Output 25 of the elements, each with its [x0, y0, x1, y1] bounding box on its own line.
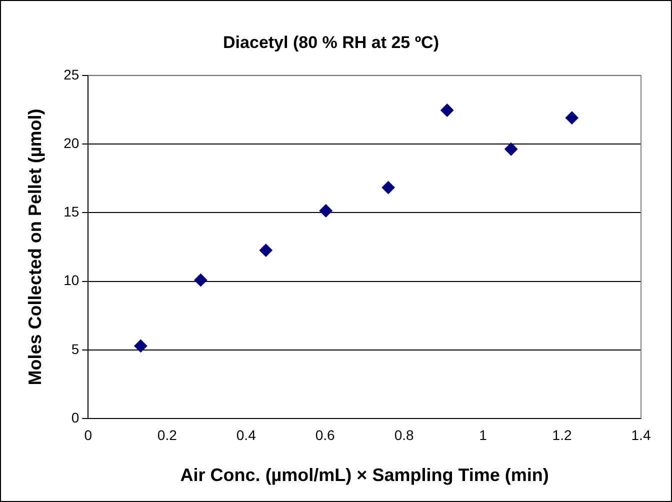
x-tick-label: 1	[479, 426, 488, 443]
x-tick-label: 1.2	[552, 426, 572, 443]
chart-title: Diacetyl (80 % RH at 25 ºC)	[223, 32, 439, 52]
x-axis-title: Air Conc. (µmol/mL) × Sampling Time (min)	[180, 465, 549, 486]
point	[565, 111, 578, 124]
x-tick-label: 0.8	[394, 426, 414, 443]
point	[504, 142, 518, 156]
point	[319, 204, 332, 218]
y-tick-label: 0	[71, 409, 80, 426]
y-tick-label: 5	[71, 340, 80, 357]
y-tick-label: 15	[64, 204, 80, 220]
x-tick-label: 1.4	[631, 426, 651, 443]
x-tick-label: 0.6	[315, 426, 336, 443]
y-tick-label: 20	[64, 134, 80, 151]
point	[382, 181, 395, 194]
point	[440, 104, 454, 117]
x-tick-label: 0	[84, 426, 92, 443]
point	[194, 274, 208, 287]
point	[134, 339, 148, 352]
y-axis-title: Moles Collected on Pellet (µmol)	[24, 108, 45, 386]
x-tick-label: 0.4	[236, 426, 256, 443]
point	[259, 244, 272, 257]
x-tick-label: 0.2	[157, 426, 178, 443]
y-tick-label: 25	[64, 66, 80, 82]
y-tick-label: 10	[64, 272, 80, 288]
